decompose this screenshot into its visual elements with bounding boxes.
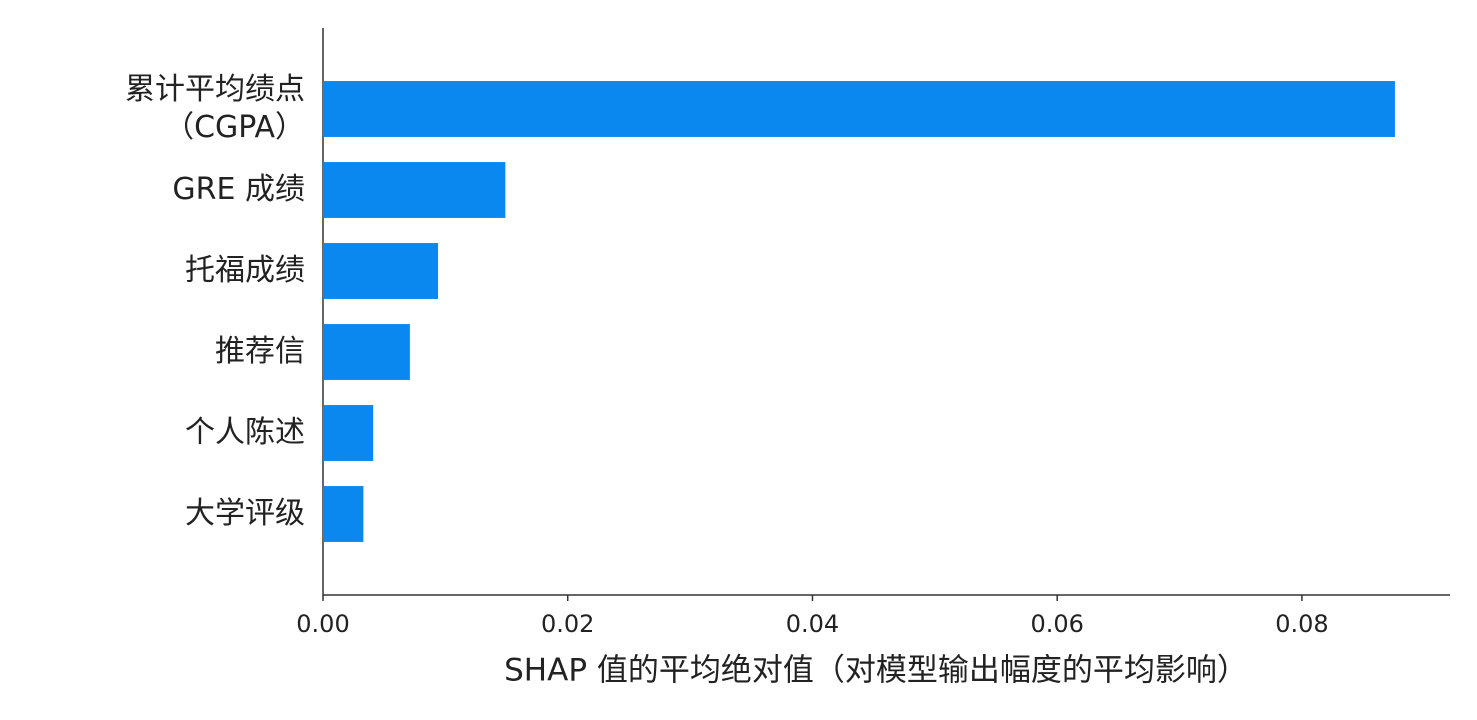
bar (323, 324, 410, 380)
bar (323, 243, 439, 299)
y-tick-label: 大学评级 (185, 496, 305, 531)
bar (323, 405, 374, 461)
x-tick-label: 0.06 (1030, 610, 1083, 638)
bar (323, 81, 1395, 137)
y-tick-label: GRE 成绩 (172, 172, 305, 207)
x-tick-label: 0.00 (296, 610, 349, 638)
bar (323, 486, 364, 542)
y-tick-label: 托福成绩 (185, 253, 305, 288)
x-tick-label: 0.08 (1275, 610, 1328, 638)
bar (323, 162, 506, 218)
x-axis-label: SHAP 值的平均绝对值（对模型输出幅度的平均影响） (504, 653, 1248, 689)
x-tick-label: 0.02 (541, 610, 594, 638)
y-tick-label: 累计平均绩点 （CGPA） (125, 72, 305, 145)
y-tick-label: 推荐信 (215, 334, 305, 369)
y-tick-label: 个人陈述 (185, 415, 305, 450)
x-tick-label: 0.04 (786, 610, 839, 638)
